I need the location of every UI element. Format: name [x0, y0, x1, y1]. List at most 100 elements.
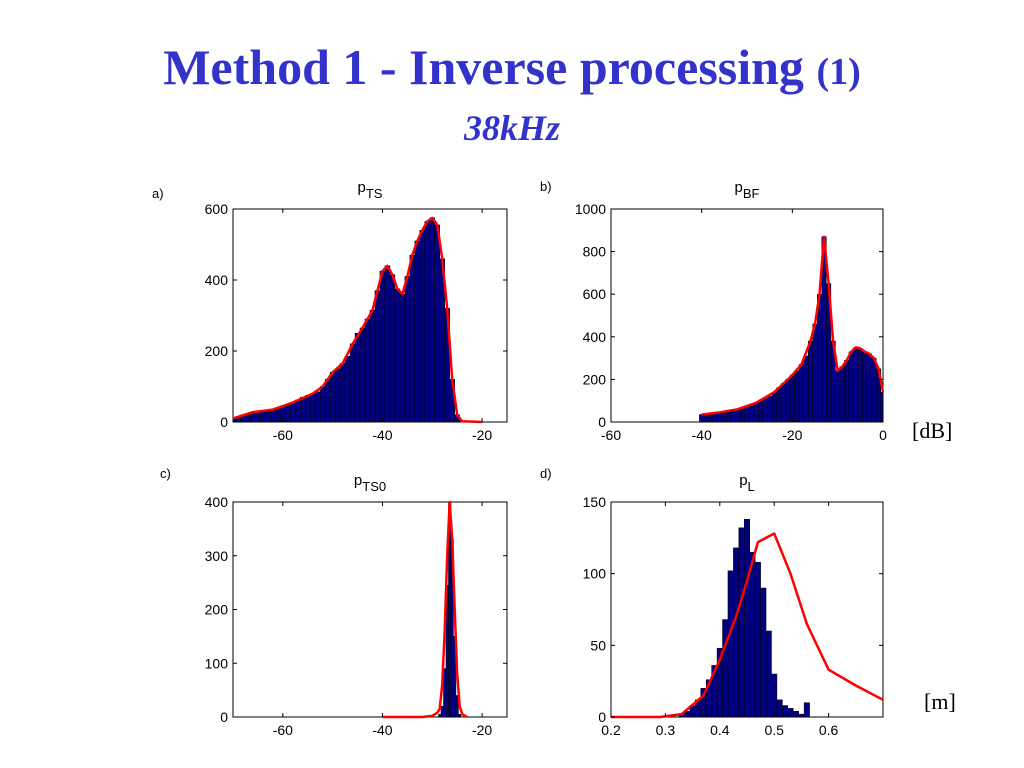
y-tick-label: 0	[220, 709, 228, 725]
histogram-bar	[290, 402, 296, 423]
chart-title-base: p	[354, 472, 362, 489]
y-tick-label: 150	[583, 494, 607, 510]
histogram-bar	[798, 713, 805, 718]
histogram-bar	[735, 408, 741, 423]
panel-label: c)	[160, 466, 171, 481]
histogram-bar	[792, 711, 799, 718]
histogram-bar	[334, 368, 341, 423]
histogram-bar	[835, 370, 841, 423]
histogram-bar	[265, 411, 271, 423]
histogram-bar	[419, 230, 426, 423]
histogram-bar	[434, 224, 440, 423]
chart-panel-c: -60 -40 -20 0 100 200 300 400 pTS0 c)	[160, 466, 508, 738]
histogram-bar	[369, 309, 376, 423]
x-tick-label: -40	[372, 427, 392, 443]
histogram-bar	[270, 409, 276, 423]
histogram-bar	[455, 695, 459, 718]
y-tick-label: 200	[583, 371, 607, 387]
y-tick-label: 100	[205, 655, 229, 671]
x-tick-label: -60	[601, 427, 621, 443]
histogram-bar	[339, 363, 346, 423]
y-tick-label: 800	[583, 244, 607, 260]
chart-panel-a: -60 -40 -20 0 200 400 600 pTS a)	[152, 179, 508, 443]
histogram-bar	[738, 527, 745, 718]
histogram-bar	[722, 619, 729, 718]
fitted-curve	[701, 235, 885, 416]
chart-panel-b: -60 -40 -20 0 0 200 400 600 800 1000 pBF b)	[540, 179, 887, 443]
y-tick-label: 200	[205, 602, 229, 618]
histogram-bar	[399, 293, 406, 423]
histogram-bar	[275, 407, 281, 423]
y-tick-label: 0	[220, 414, 228, 430]
x-tick-label: 0.2	[601, 722, 621, 738]
y-tick-label: 400	[205, 494, 229, 510]
x-tick-label: -40	[372, 722, 392, 738]
histogram-bar	[712, 413, 718, 423]
fitted-curve	[232, 216, 483, 424]
histogram-bar	[304, 395, 311, 423]
histogram-bar	[812, 323, 818, 423]
histogram-bar	[762, 398, 768, 423]
histogram-bar	[424, 221, 431, 423]
histogram-bar	[839, 366, 845, 423]
histogram-bar	[749, 404, 755, 423]
chart-title: pTS	[358, 179, 383, 201]
histogram-bar	[760, 587, 767, 718]
histogram-bar	[354, 333, 361, 423]
histogram-bar	[765, 630, 772, 718]
histogram-bar	[880, 391, 884, 423]
histogram-bar	[309, 393, 316, 423]
histogram-bar	[717, 412, 723, 423]
y-tick-label: 600	[583, 286, 607, 302]
y-tick-label: 50	[590, 637, 606, 653]
y-tick-label: 100	[583, 566, 607, 582]
fitted-curve	[611, 532, 884, 719]
histogram-bar	[344, 356, 351, 423]
y-tick-label: 300	[205, 548, 229, 564]
chart-title-base: p	[358, 179, 366, 196]
histogram-bar	[771, 673, 778, 718]
y-tick-label: 400	[205, 272, 229, 288]
chart-title-subscript: TS	[366, 186, 383, 201]
chart-title-base: p	[735, 179, 743, 196]
histogram-bar	[789, 374, 795, 423]
chart-title-base: p	[739, 472, 747, 489]
x-tick-label: -20	[472, 722, 492, 738]
histogram-bar	[440, 706, 444, 718]
histogram-bar	[429, 217, 436, 423]
histogram-bar	[319, 386, 326, 423]
panel-label: b)	[540, 179, 552, 194]
histogram-bar	[727, 570, 734, 718]
histogram-bar	[844, 359, 850, 423]
histogram-bar	[807, 340, 813, 423]
histogram-bar	[787, 708, 794, 718]
y-tick-label: 0	[598, 414, 606, 430]
histogram-bar	[853, 347, 859, 423]
histogram-bar	[739, 407, 745, 423]
histogram-bar	[329, 372, 336, 423]
x-tick-label: 0.6	[819, 722, 839, 738]
histogram-bar	[359, 327, 366, 423]
histogram-bar	[379, 270, 386, 423]
y-tick-label: 400	[583, 329, 607, 345]
chart-title-subscript: TS0	[362, 479, 386, 494]
histogram-bar	[767, 396, 773, 423]
histogram-bar	[733, 547, 740, 718]
histogram-bar	[300, 396, 306, 423]
histogram-bar	[409, 254, 416, 423]
histogram-bar	[771, 391, 777, 423]
unit-label-m: [m]	[924, 689, 956, 714]
histogram-bar	[314, 391, 321, 423]
slide-title: Method 1 - Inverse processing (1)	[0, 40, 1024, 99]
histogram-bar	[394, 288, 401, 423]
x-tick-label: -60	[273, 427, 293, 443]
x-tick-label: 0.4	[710, 722, 730, 738]
x-tick-label: -40	[692, 427, 712, 443]
x-tick-label: 0.5	[764, 722, 784, 738]
chart-title: pL	[739, 472, 755, 494]
histogram-bar	[324, 379, 331, 423]
histogram-bar	[754, 561, 761, 718]
